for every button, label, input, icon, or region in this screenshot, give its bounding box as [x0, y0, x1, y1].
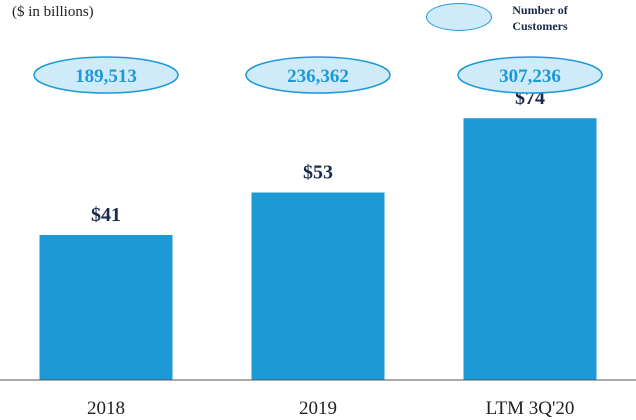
legend-customers-label: Number of Customers	[512, 3, 568, 33]
customer-count-label-1: 236,362	[287, 66, 349, 87]
customer-count-label-2: 307,236	[499, 66, 561, 87]
x-tick-label-0: 2018	[87, 398, 125, 419]
unit-label: ($ in billions)	[12, 4, 94, 20]
x-tick-label-2: LTM 3Q'20	[486, 398, 575, 419]
legend-customers-swatch	[426, 3, 492, 31]
customer-bubble-1	[245, 56, 391, 94]
customer-bubble-2	[457, 56, 603, 94]
bar-0	[39, 234, 173, 380]
x-tick-label-1: 2019	[299, 398, 337, 419]
bar-value-label-1: $53	[303, 162, 333, 184]
bar-2	[463, 118, 597, 380]
bar-value-label-0: $41	[91, 204, 121, 226]
bar-1	[251, 192, 385, 380]
customer-count-label-0: 189,513	[75, 66, 137, 87]
customer-bubble-0	[33, 56, 179, 94]
